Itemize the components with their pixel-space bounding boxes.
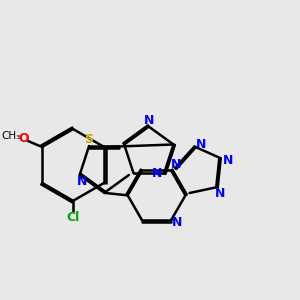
Text: S: S <box>85 133 94 146</box>
Text: N: N <box>152 167 162 180</box>
Text: CH₃: CH₃ <box>2 131 21 141</box>
Text: O: O <box>18 131 29 145</box>
Text: N: N <box>77 175 87 188</box>
Text: N: N <box>144 114 154 127</box>
Text: N: N <box>196 137 207 151</box>
Text: N: N <box>223 154 233 167</box>
Text: N: N <box>172 216 183 230</box>
Text: Cl: Cl <box>67 211 80 224</box>
Text: N: N <box>215 187 225 200</box>
Text: N: N <box>171 158 181 171</box>
